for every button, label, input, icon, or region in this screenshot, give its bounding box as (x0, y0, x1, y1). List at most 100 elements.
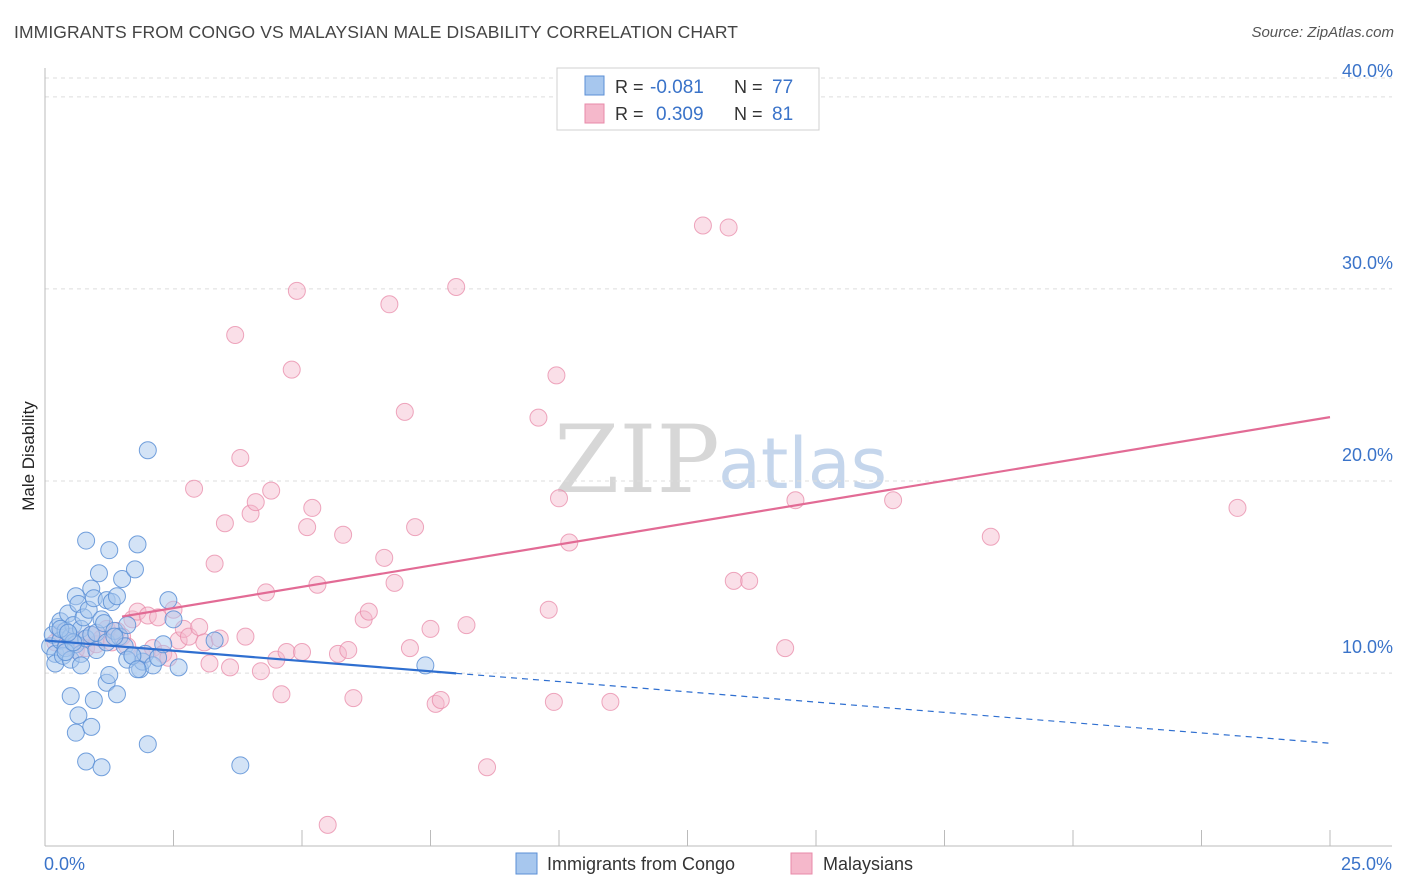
point-congo-33 (100, 541, 119, 560)
watermark-zip: ZIP (554, 406, 720, 515)
stats-n-value-malaysians: 81 (772, 104, 793, 125)
x-tick-label-max: 25.0% (1341, 854, 1392, 874)
y-tick-label-10: 10.0% (1342, 637, 1393, 657)
trend-line-congo-extrapolated (456, 672, 1331, 744)
point-malaysians-30 (200, 654, 219, 673)
point-malaysians-65 (421, 619, 440, 638)
point-congo-42 (125, 560, 144, 579)
stats-r-value-congo: -0.081 (650, 77, 704, 98)
series-malaysians-points (46, 216, 1247, 834)
point-malaysians-73 (544, 692, 563, 711)
point-congo-62 (100, 666, 119, 685)
y-tick-labels: 10.0% 20.0% 30.0% 40.0% (1342, 61, 1393, 657)
point-congo-64 (107, 685, 126, 704)
point-congo-20 (77, 531, 96, 550)
point-congo-51 (159, 591, 178, 610)
point-malaysians-46 (282, 360, 301, 379)
point-congo-53 (169, 658, 188, 677)
point-malaysians-33 (215, 514, 234, 533)
point-malaysians-47 (287, 281, 306, 300)
x-axis-ticks (44, 830, 1331, 846)
y-tick-label-30: 30.0% (1342, 253, 1393, 273)
point-congo-76 (59, 623, 78, 642)
point-malaysians-35 (226, 326, 245, 345)
point-congo-58 (77, 752, 96, 771)
stats-n-value-congo: 77 (772, 77, 793, 98)
point-malaysians-44 (272, 685, 291, 704)
y-axis-title: Male Disability (19, 401, 38, 511)
point-malaysians-38 (241, 504, 260, 523)
point-congo-69 (138, 735, 157, 754)
point-malaysians-34 (221, 658, 240, 677)
point-congo-60 (84, 691, 103, 710)
point-congo-55 (66, 723, 85, 742)
point-congo-68 (92, 758, 111, 777)
point-malaysians-56 (344, 689, 363, 708)
point-malaysians-52 (318, 815, 337, 834)
legend: Immigrants from Congo Malaysians (515, 852, 913, 875)
watermark-atlas: atlas (718, 423, 887, 505)
point-malaysians-42 (262, 481, 281, 500)
point-malaysians-68 (447, 277, 466, 296)
point-malaysians-55 (339, 641, 358, 660)
legend-swatch-malaysians (790, 852, 813, 875)
point-malaysians-50 (303, 498, 322, 517)
point-malaysians-54 (334, 525, 353, 544)
legend-swatch-congo (515, 852, 538, 875)
stats-r-label-congo: R = (615, 77, 644, 97)
point-congo-43 (128, 535, 147, 554)
point-malaysians-58 (359, 602, 378, 621)
point-congo-52 (164, 610, 183, 629)
point-malaysians-64 (406, 518, 425, 537)
point-malaysians-71 (529, 408, 548, 427)
point-congo-56 (69, 706, 88, 725)
point-congo-59 (82, 717, 101, 736)
point-malaysians-81 (740, 571, 759, 590)
source-label: Source: ZipAtlas.com (1251, 24, 1394, 41)
point-malaysians-28 (190, 618, 209, 637)
point-malaysians-63 (400, 639, 419, 658)
y-tick-label-40: 40.0% (1342, 61, 1393, 81)
point-congo-70 (205, 631, 224, 650)
point-congo-54 (61, 687, 80, 706)
stats-r-value-malaysians: 0.309 (656, 104, 704, 125)
point-congo-47 (138, 441, 157, 460)
point-congo-71 (231, 756, 250, 775)
stats-n-label-congo: N = (734, 77, 763, 97)
point-malaysians-77 (601, 692, 620, 711)
point-congo-63 (105, 627, 124, 646)
point-malaysians-60 (380, 295, 399, 314)
point-malaysians-45 (277, 642, 296, 661)
point-malaysians-49 (298, 518, 317, 537)
point-malaysians-59 (375, 548, 394, 567)
point-malaysians-83 (884, 491, 903, 510)
point-malaysians-70 (478, 758, 497, 777)
gridlines (45, 77, 1392, 674)
point-malaysians-48 (293, 642, 311, 661)
point-malaysians-67 (431, 691, 450, 710)
point-malaysians-61 (385, 573, 404, 592)
point-malaysians-40 (251, 662, 270, 681)
y-tick-label-20: 20.0% (1342, 445, 1393, 465)
point-congo-36 (107, 587, 126, 606)
stats-r-label-malaysians: R = (615, 104, 644, 124)
legend-label-congo: Immigrants from Congo (547, 854, 735, 874)
legend-label-malaysians: Malaysians (823, 854, 913, 874)
trend-line-malaysians (121, 416, 1331, 618)
point-malaysians-74 (547, 366, 566, 385)
x-tick-label-min: 0.0% (44, 854, 85, 874)
point-malaysians-72 (539, 600, 558, 619)
point-malaysians-36 (231, 448, 250, 467)
stats-swatch-congo (584, 75, 605, 96)
chart-title: IMMIGRANTS FROM CONGO VS MALAYSIAN MALE … (14, 22, 739, 42)
point-malaysians-85 (1228, 498, 1247, 517)
point-malaysians-75 (550, 489, 568, 508)
trend-line-congo (44, 639, 457, 675)
point-malaysians-69 (457, 616, 476, 635)
trend-lines (44, 416, 1331, 744)
point-malaysians-78 (693, 216, 712, 235)
point-malaysians-62 (395, 402, 414, 421)
point-malaysians-31 (205, 554, 224, 573)
point-malaysians-37 (236, 627, 255, 646)
point-malaysians-39 (246, 493, 265, 512)
